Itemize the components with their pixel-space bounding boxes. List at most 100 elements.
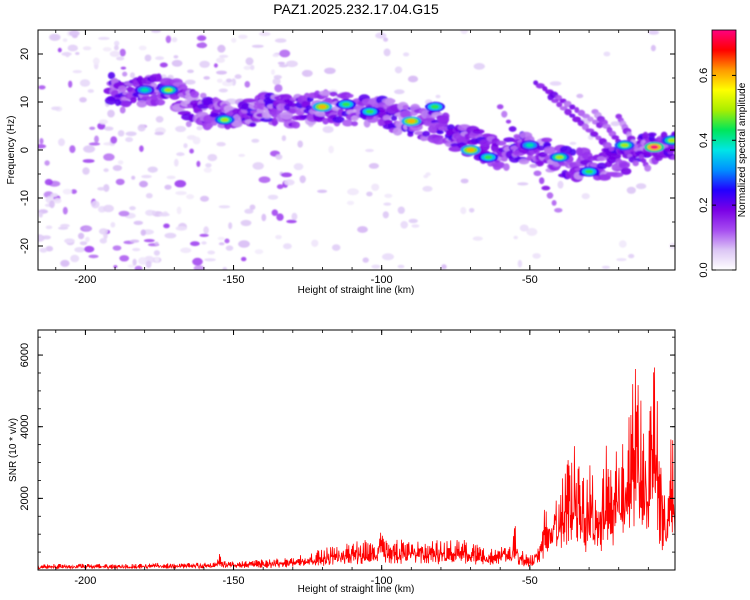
noise-speckle xyxy=(192,257,203,266)
noise-speckle xyxy=(286,219,297,224)
noise-speckle xyxy=(196,160,201,167)
noise-speckle xyxy=(324,67,336,75)
branch-cell xyxy=(581,113,591,119)
branch-cell xyxy=(608,146,615,152)
noise-speckle xyxy=(187,69,194,74)
noise-speckle xyxy=(83,145,96,153)
ridge-cell xyxy=(120,100,132,108)
noise-speckle xyxy=(44,160,50,166)
snr-y-axis: 2000 4000 6000 xyxy=(19,336,675,553)
noise-speckle xyxy=(79,97,87,103)
noise-speckle xyxy=(201,241,207,245)
ridge-cell xyxy=(288,108,296,114)
noise-speckle xyxy=(112,245,122,251)
noise-speckle xyxy=(154,241,159,246)
noise-speckle xyxy=(84,245,95,253)
noise-speckle xyxy=(648,30,660,35)
noise-speckle xyxy=(117,160,124,165)
noise-speckle xyxy=(116,56,125,61)
y-tick-label: 20 xyxy=(19,48,31,60)
noise-speckle xyxy=(626,186,636,194)
ridge-cell xyxy=(329,91,338,97)
noise-speckle xyxy=(38,85,46,90)
noise-speckle xyxy=(403,52,410,57)
ridge-cell xyxy=(596,156,607,162)
noise-speckle xyxy=(141,174,152,179)
noise-speckle xyxy=(383,37,389,42)
ridge-cell xyxy=(510,145,518,150)
y-tick-label: -20 xyxy=(19,238,31,254)
noise-speckle xyxy=(275,154,283,160)
noise-speckle xyxy=(70,189,77,195)
noise-speckle xyxy=(278,64,288,68)
branch-cell xyxy=(574,107,580,113)
hotspot-core xyxy=(431,104,439,109)
noise-speckle xyxy=(65,51,70,58)
noise-speckle xyxy=(532,253,541,259)
noise-speckle xyxy=(45,225,53,230)
noise-speckle xyxy=(460,178,469,184)
noise-speckle xyxy=(272,53,280,58)
noise-speckle xyxy=(140,229,146,236)
noise-speckle xyxy=(216,78,223,83)
noise-speckle xyxy=(89,126,96,130)
noise-speckle xyxy=(371,183,380,191)
noise-speckle xyxy=(175,191,187,196)
noise-speckle xyxy=(114,45,119,51)
noise-speckle xyxy=(281,135,287,142)
noise-speckle xyxy=(203,167,212,173)
noise-speckle xyxy=(274,84,283,93)
noise-speckle xyxy=(382,211,389,219)
noise-speckle xyxy=(299,175,306,184)
branch-cell xyxy=(632,160,639,167)
ridge-cell xyxy=(596,162,608,170)
noise-speckle xyxy=(400,221,409,229)
noise-speckle xyxy=(216,70,227,75)
noise-speckle xyxy=(576,93,584,99)
hotspot-core xyxy=(484,155,493,160)
ridge-cell xyxy=(538,151,548,158)
branch-cell xyxy=(547,94,554,101)
noise-speckle xyxy=(98,36,110,40)
ridge-cell xyxy=(345,93,354,98)
hotspot-core xyxy=(555,155,564,160)
noise-speckle xyxy=(163,223,170,229)
noise-speckle xyxy=(39,247,48,253)
noise-speckle xyxy=(251,44,264,48)
noise-speckle xyxy=(62,38,68,42)
noise-speckle xyxy=(425,172,431,177)
noise-speckle xyxy=(189,148,194,154)
noise-speckle xyxy=(88,254,99,259)
ridge-cell xyxy=(518,158,530,165)
noise-speckle xyxy=(238,34,248,39)
noise-speckle xyxy=(39,138,44,145)
noise-speckle xyxy=(193,265,205,270)
noise-speckle xyxy=(154,131,164,136)
noise-speckle xyxy=(241,256,247,262)
ridge-cell xyxy=(351,115,359,122)
noise-speckle xyxy=(69,145,76,154)
noise-speckle xyxy=(517,259,523,268)
noise-speckle xyxy=(301,69,313,77)
colorbar-tick-label: 0.0 xyxy=(698,262,710,277)
noise-speckle xyxy=(44,178,53,186)
noise-speckle xyxy=(38,144,47,149)
noise-speckle xyxy=(274,38,287,43)
noise-speckle xyxy=(196,35,207,41)
noise-speckle xyxy=(275,235,282,240)
noise-speckle xyxy=(79,241,88,246)
noise-speckle xyxy=(519,224,529,232)
branch-cell xyxy=(551,98,559,103)
y-tick-label: 0 xyxy=(19,147,31,153)
noise-speckle xyxy=(134,265,143,270)
ridge-cell xyxy=(205,123,214,129)
colorbar-ticks: 0.0 0.2 0.4 0.6 xyxy=(698,68,736,278)
noise-speckle xyxy=(616,258,627,262)
branch-cell xyxy=(587,116,594,122)
noise-speckle xyxy=(175,226,188,231)
branch-cell xyxy=(501,110,508,118)
branch-cell xyxy=(533,170,542,177)
hotspot-core xyxy=(650,145,659,150)
noise-speckle xyxy=(362,257,369,263)
noise-speckle xyxy=(549,81,562,86)
